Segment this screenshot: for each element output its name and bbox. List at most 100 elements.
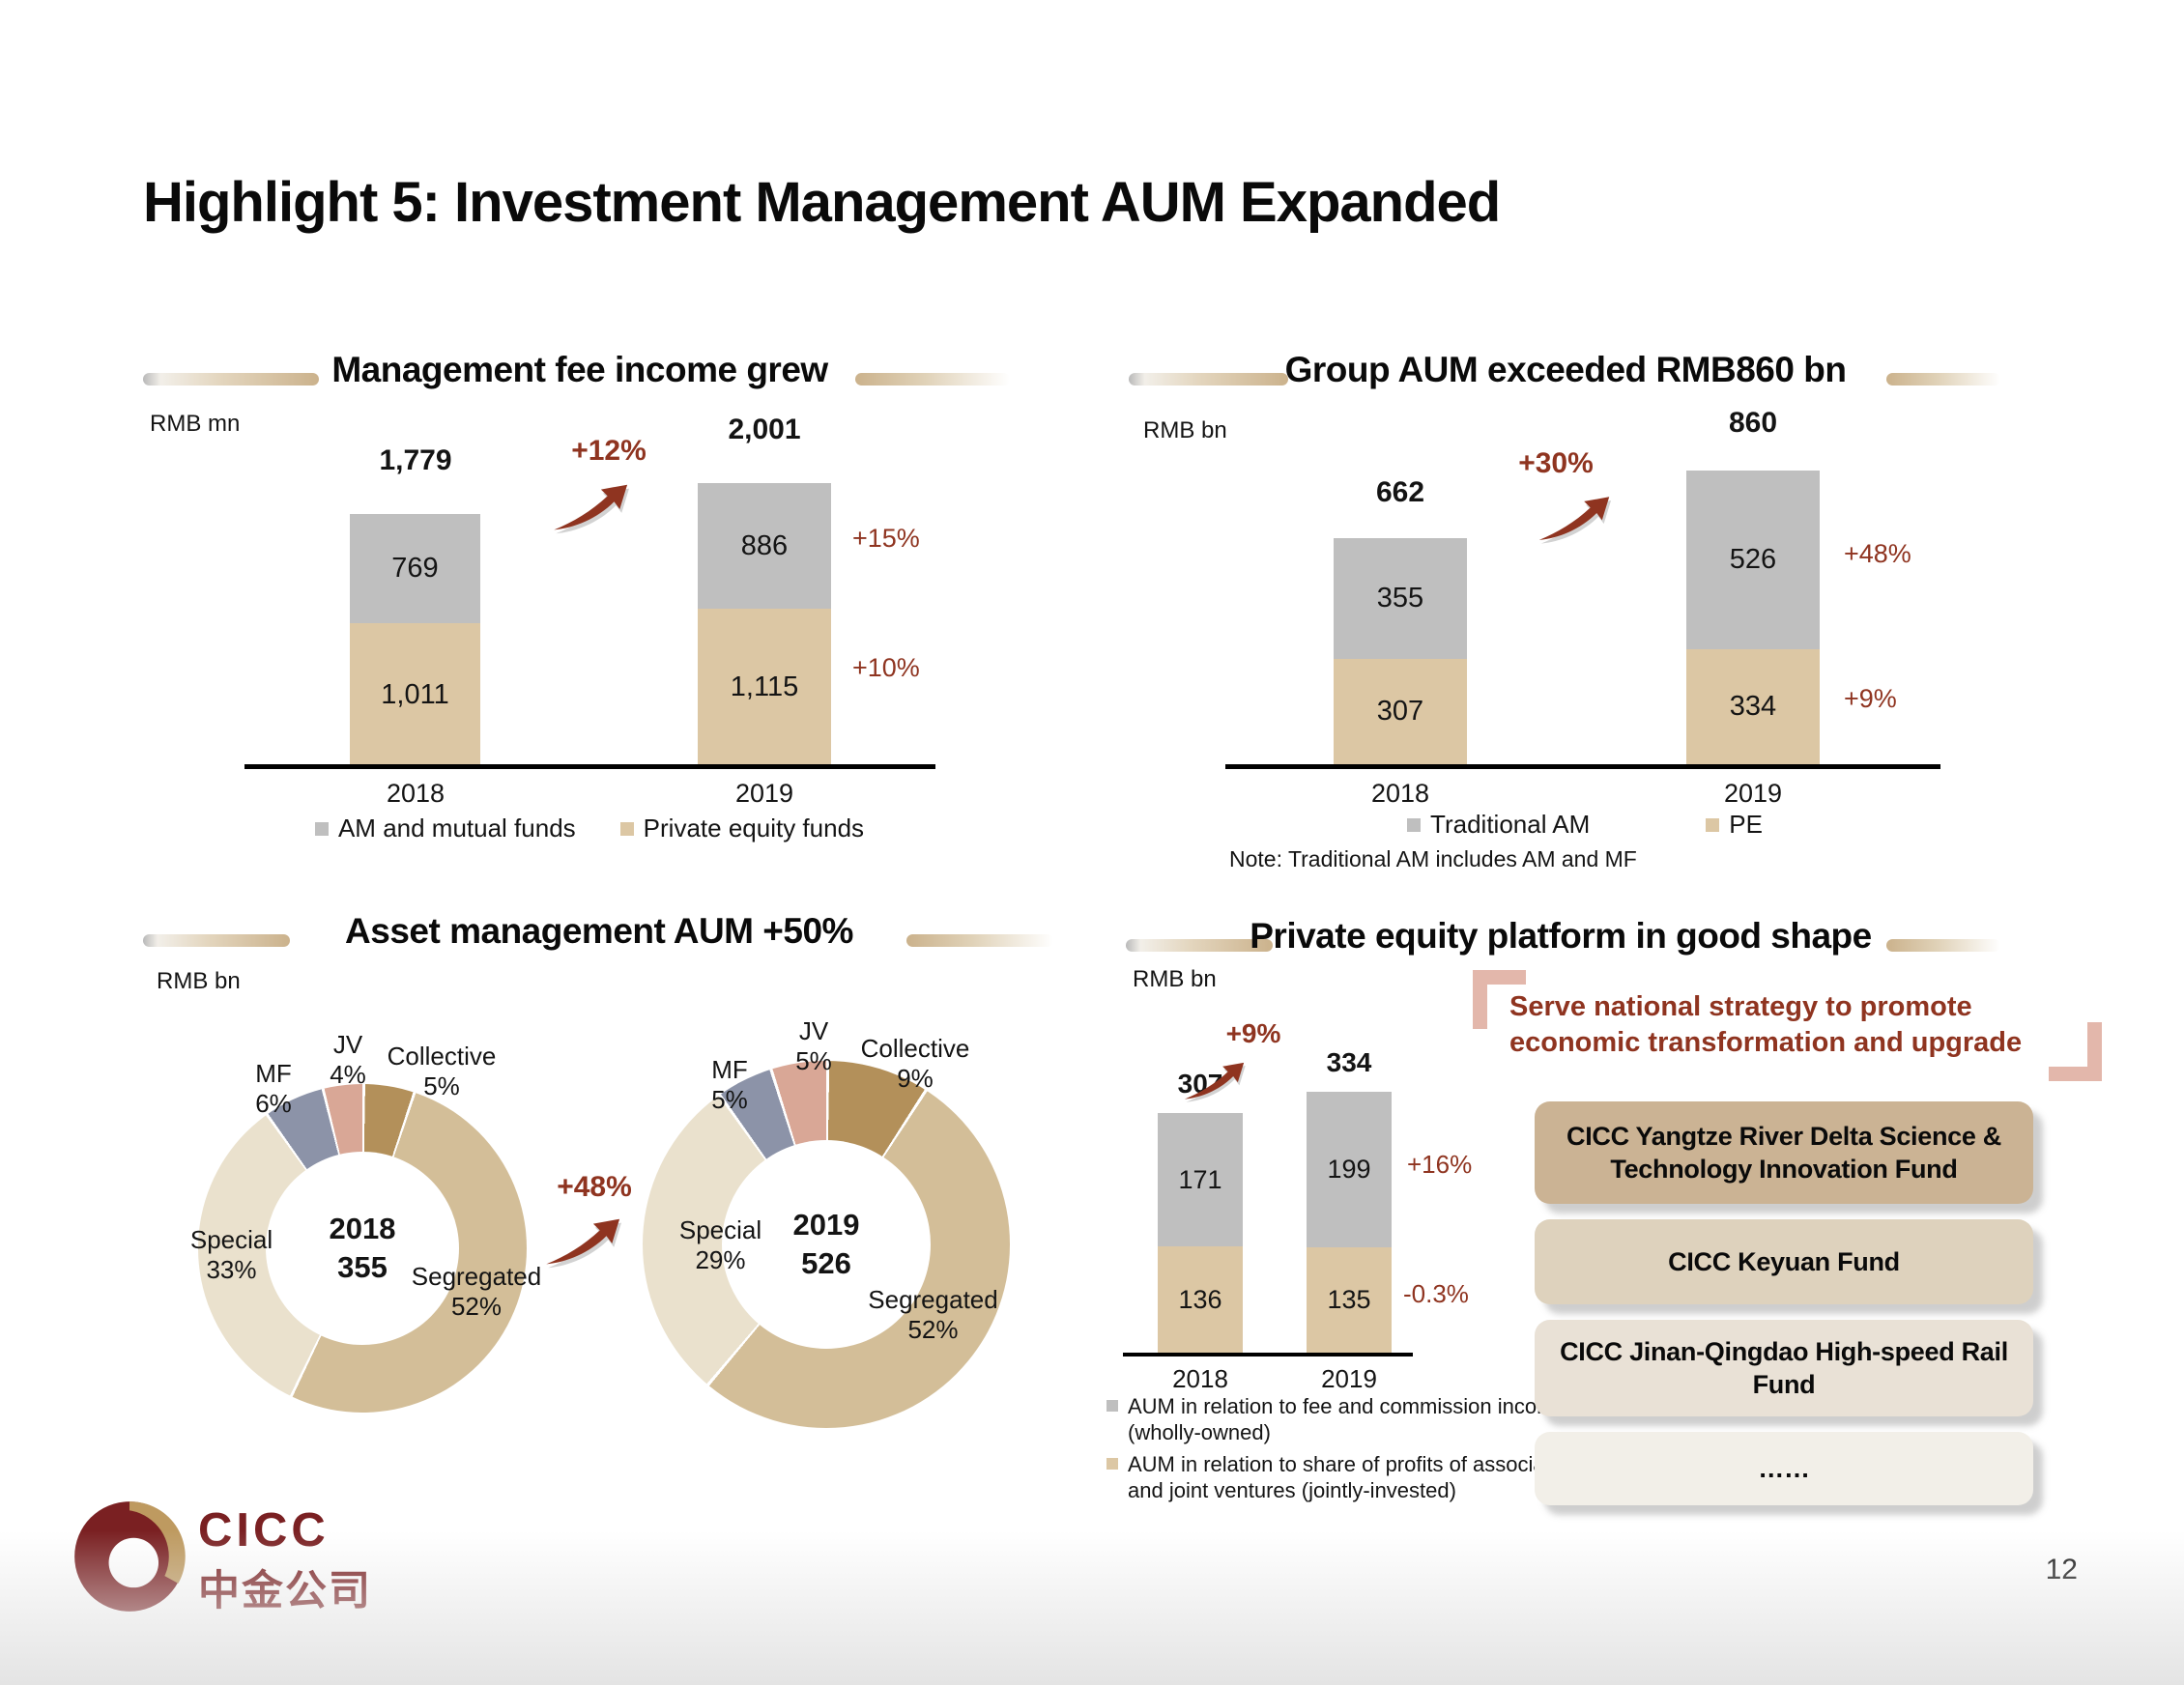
title-ornament-left <box>143 373 319 386</box>
growth-percent-label: +30% <box>1518 447 1594 479</box>
growth-arrow-icon <box>1538 497 1612 544</box>
fund-box-yangtze: CICC Yangtze River Delta Science & Techn… <box>1535 1101 2033 1204</box>
donut-hole: 2018 355 <box>266 1152 459 1345</box>
title-ornament-right <box>855 373 1010 386</box>
bar-value: 334 <box>1729 691 1777 722</box>
bar-segment-pe-2018: 307 <box>1334 659 1467 764</box>
unit-label: RMB mn <box>150 411 241 437</box>
legend-item: PE <box>1706 810 1763 840</box>
bottom-gradient <box>0 1530 2184 1685</box>
legend-item: Traditional AM <box>1407 810 1590 840</box>
bar-segment-am-2018: 769 <box>350 514 480 623</box>
chart-title-fee-income: Management fee income grew <box>331 350 828 389</box>
fund-box-jinan-qingdao: CICC Jinan-Qingdao High-speed Rail Fund <box>1535 1320 2033 1416</box>
legend-item: AUM in relation to fee and commission in… <box>1106 1393 1677 1445</box>
legend-swatch-tan <box>1106 1458 1118 1470</box>
bar-value: 1,115 <box>730 671 799 702</box>
bar-value: 136 <box>1178 1284 1222 1314</box>
growth-arrow-icon <box>546 1218 622 1269</box>
legend-swatch-gray <box>1407 817 1422 832</box>
total-label-2018: 1,779 <box>379 444 452 476</box>
legend-swatch-gray <box>1106 1400 1118 1412</box>
title-ornament-left <box>1126 939 1273 952</box>
chart-title-am-aum: Asset management AUM +50% <box>345 911 853 951</box>
category-label: 2018 <box>1370 779 1430 808</box>
bar-value: 886 <box>740 529 789 561</box>
growth-arrow-icon <box>1184 1062 1246 1102</box>
category-label: 2019 <box>1321 1364 1377 1393</box>
segment-label-mf: MF 5% <box>711 1055 748 1114</box>
donut-chart-2018: 2018 355 <box>198 1084 527 1413</box>
bar-segment-pe-2019: 334 <box>1686 649 1820 764</box>
total-label-2018: 662 <box>1375 476 1425 508</box>
segment-label-jv: JV 4% <box>330 1030 366 1089</box>
bar-segment-fee-2018: 171 <box>1158 1113 1243 1246</box>
legend-label: AUM in relation to share of profits of a… <box>1128 1452 1573 1502</box>
segment-label-collective: Collective 5% <box>387 1042 497 1100</box>
donut-year: 2018 <box>329 1212 396 1245</box>
chart-note: Note: Traditional AM includes AM and MF <box>1229 846 1637 871</box>
unit-label: RMB bn <box>1133 966 1217 992</box>
total-label-2019: 2,001 <box>728 414 801 445</box>
fund-box-more: …… <box>1535 1432 2033 1505</box>
category-label: 2018 <box>1172 1364 1228 1393</box>
series-growth-label: +10% <box>852 653 920 682</box>
legend-item: AM and mutual funds <box>314 814 576 843</box>
legend-label: AM and mutual funds <box>337 814 576 842</box>
segment-label-segregated: Segregated 52% <box>868 1285 998 1344</box>
legend-item: Private equity funds <box>619 814 865 843</box>
chart-title-pe-platform: Private equity platform in good shape <box>1250 916 1872 956</box>
series-growth-label: +48% <box>1844 539 1911 568</box>
segment-label-segregated: Segregated 52% <box>411 1262 542 1321</box>
legend: Traditional AM PE <box>1247 810 1923 840</box>
legend-swatch-gray <box>314 821 329 836</box>
bar-value: 1,011 <box>381 678 449 710</box>
category-label: 2019 <box>734 779 794 808</box>
segment-label-special: Special 29% <box>678 1215 762 1274</box>
bar-value: 526 <box>1729 544 1777 575</box>
total-label-2019: 334 <box>1326 1047 1372 1077</box>
growth-arrow-icon <box>554 484 630 534</box>
legend-label: Private equity funds <box>643 814 865 842</box>
segment-label-jv: JV 5% <box>795 1016 832 1075</box>
title-ornament-right <box>906 934 1053 947</box>
bar-segment-pe-2018: 1,011 <box>350 623 480 766</box>
bar-value: 355 <box>1376 583 1424 614</box>
title-ornament-left <box>1129 373 1288 386</box>
bar-value: 769 <box>391 553 439 584</box>
chart-title-group-aum: Group AUM exceeded RMB860 bn <box>1284 350 1847 389</box>
bar-value: 135 <box>1327 1285 1371 1314</box>
legend: AUM in relation to fee and commission in… <box>1106 1393 1677 1509</box>
segment-label-mf: MF 6% <box>255 1059 292 1118</box>
bar-value: 171 <box>1178 1164 1222 1194</box>
legend: AM and mutual funds Private equity funds <box>242 814 937 843</box>
x-axis <box>1225 764 1940 769</box>
strategy-callout: Serve national strategy to promote econo… <box>1509 991 2023 1058</box>
page-title: Highlight 5: Investment Management AUM E… <box>143 171 1501 234</box>
corner-bracket-bottom-right <box>2049 1022 2102 1081</box>
legend-label: Traditional AM <box>1430 810 1591 839</box>
bar-value: 307 <box>1376 696 1424 727</box>
legend-swatch-tan <box>1706 817 1720 832</box>
legend-label: PE <box>1729 810 1763 839</box>
title-ornament-right <box>1886 939 2000 952</box>
donut-year: 2019 <box>792 1208 860 1242</box>
segment-label-collective: Collective 9% <box>860 1034 970 1093</box>
total-label-2019: 860 <box>1728 407 1778 439</box>
unit-label: RMB bn <box>1143 417 1227 443</box>
growth-percent-label: +9% <box>1225 1018 1281 1048</box>
bar-segment-share-2019: 135 <box>1307 1247 1392 1353</box>
bar-segment-fee-2019: 199 <box>1307 1092 1392 1247</box>
growth-percent-label: +12% <box>571 435 647 467</box>
series-growth-label: +15% <box>852 524 920 553</box>
corner-bracket-top-left <box>1473 970 1526 1029</box>
bar-segment-traditional-2019: 526 <box>1686 471 1820 649</box>
donut-total: 355 <box>337 1250 388 1284</box>
bar-segment-share-2018: 136 <box>1158 1246 1243 1353</box>
bar-segment-traditional-2018: 355 <box>1334 538 1467 659</box>
x-axis <box>1123 1353 1413 1357</box>
donut-chart-2019: 2019 526 <box>643 1061 1010 1428</box>
bar-segment-am-2019: 886 <box>698 483 831 609</box>
title-ornament-right <box>1886 373 2000 386</box>
